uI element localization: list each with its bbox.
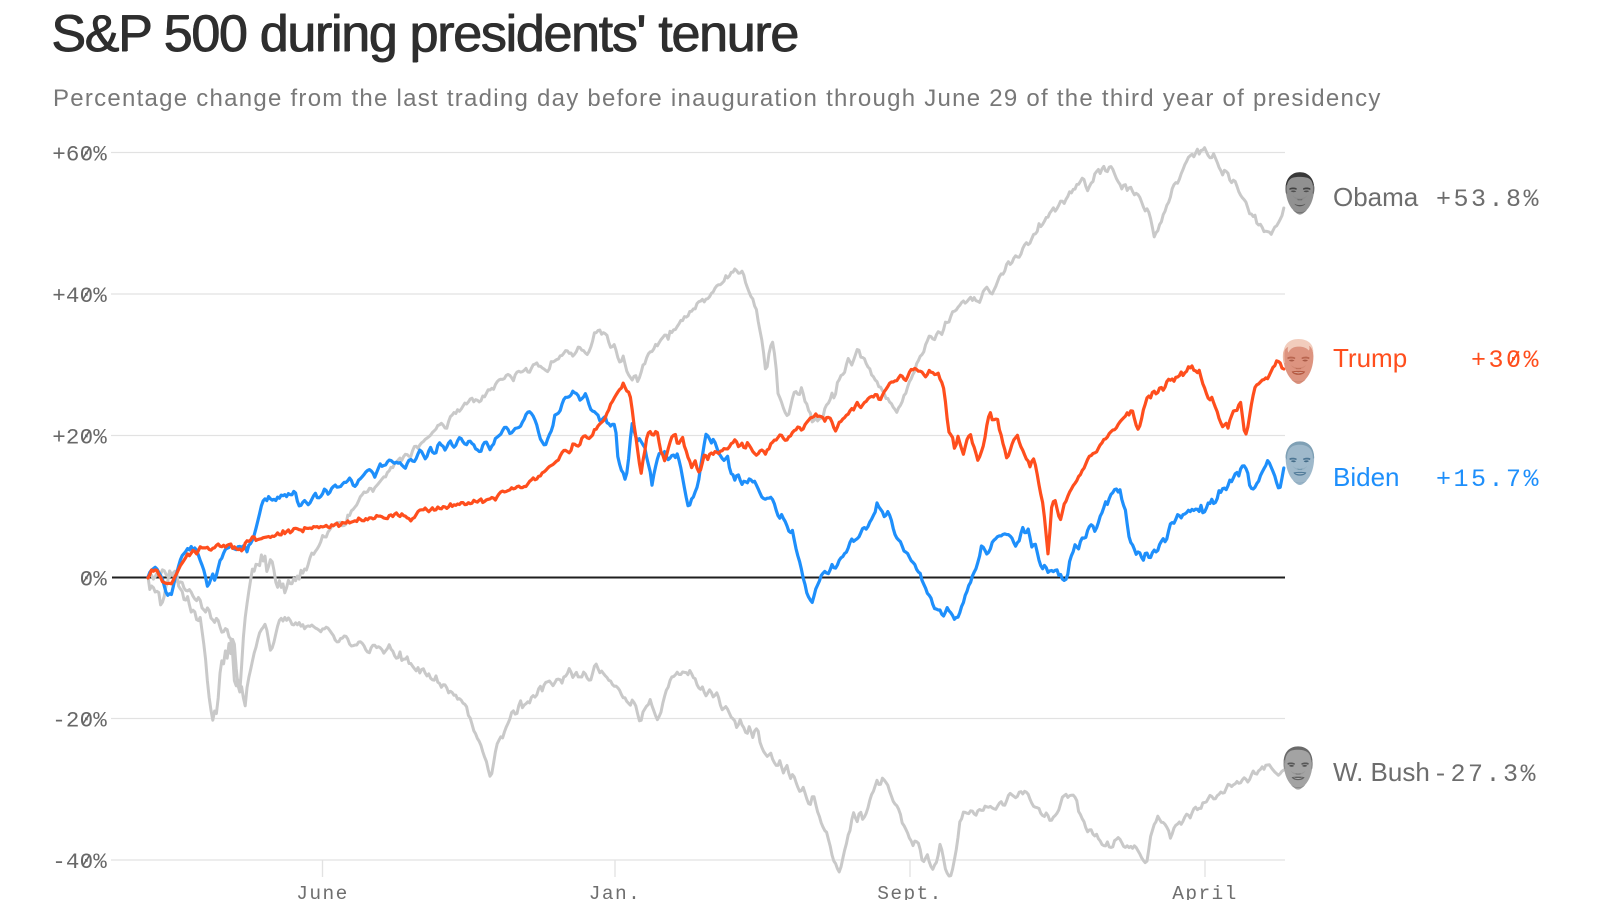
svg-text:April: April — [1172, 883, 1238, 900]
svg-text:+30%: +30% — [1471, 346, 1541, 375]
svg-text:+60%: +60% — [52, 142, 107, 168]
svg-text:June: June — [296, 883, 348, 900]
svg-text:Sept.: Sept. — [877, 883, 943, 900]
svg-text:-27.3%: -27.3% — [1433, 760, 1538, 789]
svg-text:-40%: -40% — [52, 849, 107, 875]
svg-text:0%: 0% — [80, 567, 108, 593]
svg-text:Jan.: Jan. — [589, 883, 641, 900]
svg-text:-20%: -20% — [52, 708, 107, 734]
svg-text:Biden: Biden — [1333, 462, 1400, 492]
svg-text:W. Bush: W. Bush — [1333, 757, 1430, 787]
svg-text:+40%: +40% — [52, 283, 107, 309]
svg-text:+15.7%: +15.7% — [1436, 465, 1541, 494]
svg-text:Trump: Trump — [1333, 343, 1407, 373]
svg-text:+20%: +20% — [52, 425, 107, 451]
svg-text:Obama: Obama — [1333, 182, 1419, 212]
svg-text:+53.8%: +53.8% — [1436, 185, 1541, 214]
